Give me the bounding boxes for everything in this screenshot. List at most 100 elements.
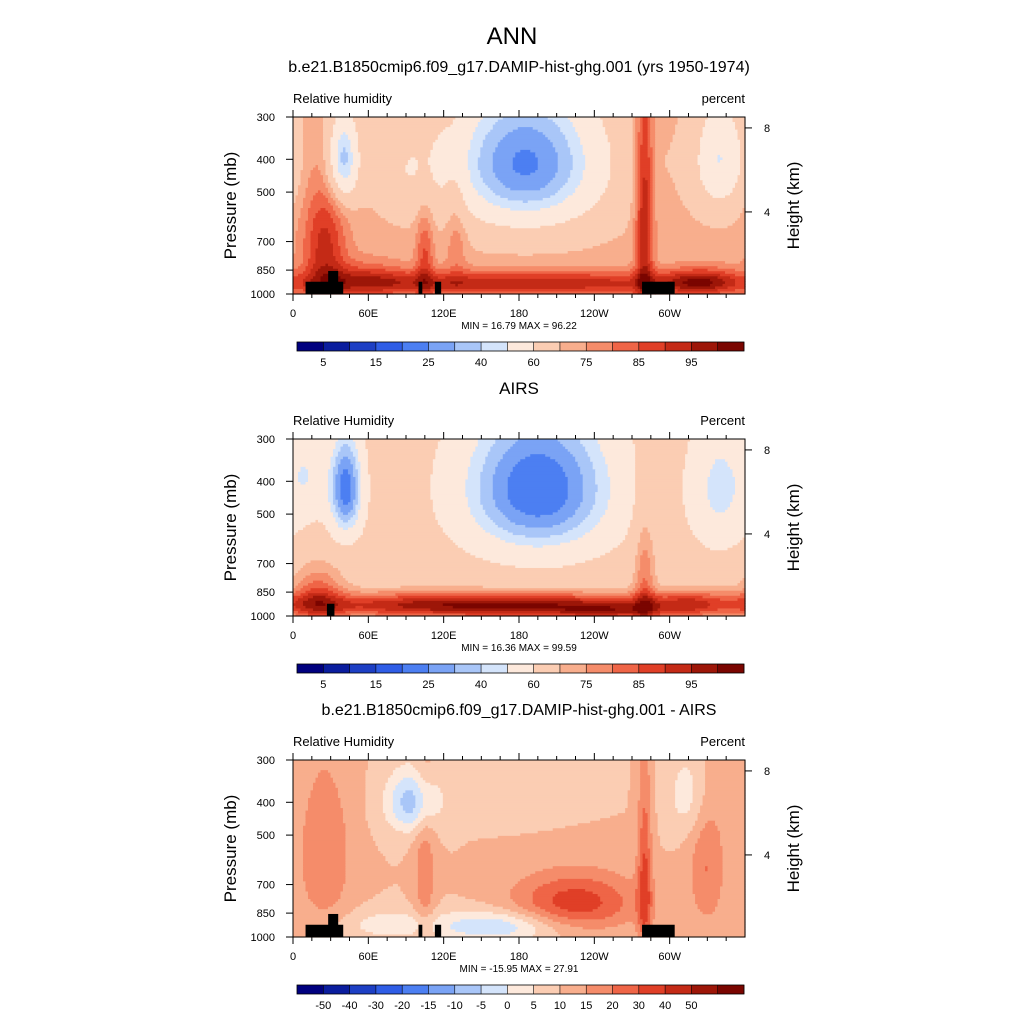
colorbar-swatch xyxy=(507,342,534,351)
colorbar-swatch xyxy=(297,985,324,994)
colorbar-frame xyxy=(296,341,745,352)
colorbar-swatch xyxy=(428,985,456,994)
panel-left-label: Relative Humidity xyxy=(293,413,395,428)
x-tick-label: 60E xyxy=(359,630,379,642)
x-tick-label: 180 xyxy=(510,308,528,320)
panel-title: AIRS xyxy=(499,379,539,398)
y-tick-label: 850 xyxy=(257,587,275,599)
colorbar-swatch xyxy=(349,664,377,673)
x-tick-label: 180 xyxy=(510,951,528,963)
colorbar-label: 75 xyxy=(580,357,592,369)
panel-title: b.e21.B1850cmip6.f09_g17.DAMIP-hist-ghg.… xyxy=(288,59,750,76)
x-tick-label: 0 xyxy=(290,951,296,963)
topography-mask xyxy=(418,281,423,294)
y-tick-label: 1000 xyxy=(251,289,275,301)
panel-1: b.e21.B1850cmip6.f09_g17.DAMIP-hist-ghg.… xyxy=(221,59,803,369)
y2-axis-label: Height (km) xyxy=(784,162,803,250)
colorbar-swatch xyxy=(428,664,456,673)
colorbar-swatch xyxy=(481,664,508,673)
colorbar-swatch xyxy=(349,985,377,994)
x-tick-label: 120E xyxy=(431,308,457,320)
colorbar-swatch xyxy=(481,342,508,351)
panel-right-label: Percent xyxy=(700,413,745,428)
colorbar-label: 5 xyxy=(320,357,326,369)
colorbar-swatch xyxy=(402,342,429,351)
colorbar-swatch xyxy=(665,664,692,673)
panel-3: b.e21.B1850cmip6.f09_g17.DAMIP-hist-ghg.… xyxy=(221,702,803,1012)
y-axis-label: Pressure (mb) xyxy=(221,474,240,582)
x-tick-label: 60W xyxy=(658,308,681,320)
x-tick-label: 120W xyxy=(580,630,609,642)
panel-2: AIRS Relative Humidity Percent 0 60E 120E 180 1… xyxy=(221,379,803,691)
colorbar-swatch xyxy=(375,985,403,994)
colorbar-swatch xyxy=(402,985,429,994)
y-tick-label: 1000 xyxy=(251,611,275,623)
y2-tick-label: 4 xyxy=(764,529,770,541)
x-tick-label: 60E xyxy=(359,951,379,963)
colorbar-label: -10 xyxy=(447,1000,463,1012)
y-tick-label: 700 xyxy=(257,880,275,892)
y2-tick-label: 8 xyxy=(764,766,770,778)
topography-mask xyxy=(328,270,339,294)
topography-mask xyxy=(434,924,442,937)
min-max-stats: MIN = 16.79 MAX = 96.22 xyxy=(461,321,577,332)
topography-mask xyxy=(642,281,675,294)
x-tick-label: 0 xyxy=(290,630,296,642)
colorbar-label: -5 xyxy=(476,1000,486,1012)
colorbar-swatch xyxy=(586,342,613,351)
y-tick-label: 1000 xyxy=(251,932,275,944)
colorbar-label: 0 xyxy=(504,1000,510,1012)
colorbar-swatch xyxy=(691,664,719,673)
colorbar-label: -15 xyxy=(421,1000,437,1012)
colorbar-swatch xyxy=(638,342,666,351)
colorbar-swatch xyxy=(323,664,350,673)
colorbar-swatch xyxy=(717,985,745,994)
panel-left-label: Relative humidity xyxy=(293,91,392,106)
colorbar-label: 30 xyxy=(633,1000,645,1012)
colorbar: 5 15 25 40 60 75 85 95 xyxy=(296,341,745,369)
colorbar-swatch xyxy=(717,342,745,351)
colorbar-swatch xyxy=(454,342,482,351)
y-tick-label: 400 xyxy=(257,797,275,809)
colorbar: 5 15 25 40 60 75 85 95 xyxy=(296,663,745,691)
colorbar-label: 85 xyxy=(633,679,645,691)
contour-field xyxy=(293,117,746,295)
colorbar-label: 95 xyxy=(685,357,697,369)
colorbar-swatch xyxy=(612,664,640,673)
x-tick-label: 120E xyxy=(431,951,457,963)
y-tick-label: 700 xyxy=(257,237,275,249)
y2-axis-label: Height (km) xyxy=(784,805,803,893)
topography-mask xyxy=(642,924,675,937)
y-tick-label: 500 xyxy=(257,187,275,199)
topography-mask xyxy=(434,281,442,294)
colorbar-label: 85 xyxy=(633,357,645,369)
colorbar-swatch xyxy=(717,664,745,673)
min-max-stats: MIN = -15.95 MAX = 27.91 xyxy=(460,964,579,975)
colorbar-label: 25 xyxy=(422,679,434,691)
y-axis-label: Pressure (mb) xyxy=(221,152,240,260)
x-tick-label: 180 xyxy=(510,630,528,642)
colorbar-swatch xyxy=(507,985,534,994)
colorbar-swatch xyxy=(375,664,403,673)
y-axis-label: Pressure (mb) xyxy=(221,795,240,903)
x-tick-label: 0 xyxy=(290,308,296,320)
colorbar-label: 60 xyxy=(528,679,540,691)
panel-right-label: Percent xyxy=(700,734,745,749)
x-tick-label: 120W xyxy=(580,308,609,320)
colorbar-swatch xyxy=(428,342,456,351)
colorbar-label: 5 xyxy=(531,1000,537,1012)
y-tick-label: 300 xyxy=(257,755,275,767)
colorbar-label: 40 xyxy=(475,357,487,369)
colorbar-label: 15 xyxy=(370,357,382,369)
colorbar-swatch xyxy=(375,342,403,351)
y-tick-label: 500 xyxy=(257,509,275,521)
colorbar-label: 15 xyxy=(370,679,382,691)
colorbar-label: 95 xyxy=(685,679,697,691)
colorbar-swatch xyxy=(507,664,534,673)
colorbar-swatch xyxy=(559,664,587,673)
colorbar-swatch xyxy=(454,664,482,673)
colorbar-swatch xyxy=(691,985,719,994)
colorbar-swatch xyxy=(349,342,377,351)
colorbar-swatch xyxy=(612,342,640,351)
